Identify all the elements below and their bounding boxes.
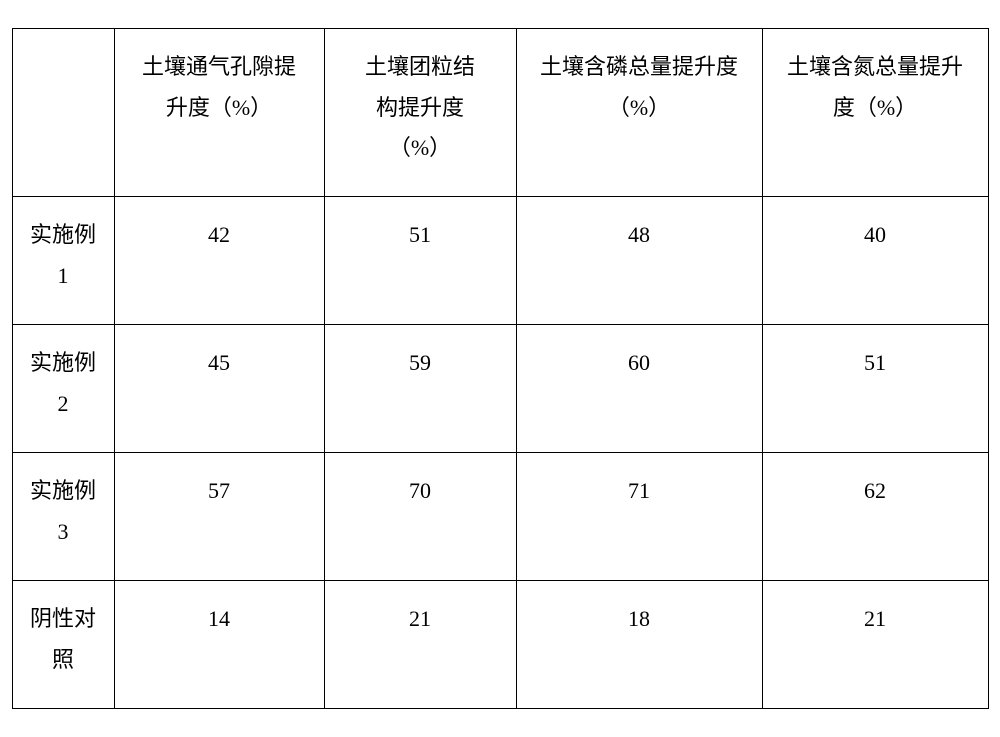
page-container: 土壤通气孔隙提升度（%） 土壤团粒结构提升度（%） 土壤含磷总量提升度（%） 土… xyxy=(0,0,1000,737)
cell-value: 62 xyxy=(762,453,988,581)
soil-metrics-table: 土壤通气孔隙提升度（%） 土壤团粒结构提升度（%） 土壤含磷总量提升度（%） 土… xyxy=(12,28,989,709)
table-row: 实施例2 45 59 60 51 xyxy=(12,325,988,453)
cell-value: 45 xyxy=(114,325,324,453)
cell-value: 59 xyxy=(324,325,516,453)
header-total-phosphorus: 土壤含磷总量提升度（%） xyxy=(516,29,762,197)
header-aeration-porosity: 土壤通气孔隙提升度（%） xyxy=(114,29,324,197)
table-row: 阴性对照 14 21 18 21 xyxy=(12,581,988,709)
row-label-negative-control: 阴性对照 xyxy=(12,581,114,709)
header-empty xyxy=(12,29,114,197)
cell-value: 70 xyxy=(324,453,516,581)
cell-value: 51 xyxy=(762,325,988,453)
cell-value: 42 xyxy=(114,197,324,325)
table-row: 实施例1 42 51 48 40 xyxy=(12,197,988,325)
table-row: 实施例3 57 70 71 62 xyxy=(12,453,988,581)
table-header-row: 土壤通气孔隙提升度（%） 土壤团粒结构提升度（%） 土壤含磷总量提升度（%） 土… xyxy=(12,29,988,197)
header-total-nitrogen: 土壤含氮总量提升度（%） xyxy=(762,29,988,197)
row-label-example-2: 实施例2 xyxy=(12,325,114,453)
row-label-example-3: 实施例3 xyxy=(12,453,114,581)
cell-value: 71 xyxy=(516,453,762,581)
cell-value: 14 xyxy=(114,581,324,709)
cell-value: 48 xyxy=(516,197,762,325)
cell-value: 21 xyxy=(762,581,988,709)
cell-value: 60 xyxy=(516,325,762,453)
row-label-example-1: 实施例1 xyxy=(12,197,114,325)
cell-value: 40 xyxy=(762,197,988,325)
cell-value: 21 xyxy=(324,581,516,709)
cell-value: 51 xyxy=(324,197,516,325)
cell-value: 57 xyxy=(114,453,324,581)
header-aggregate-structure: 土壤团粒结构提升度（%） xyxy=(324,29,516,197)
cell-value: 18 xyxy=(516,581,762,709)
